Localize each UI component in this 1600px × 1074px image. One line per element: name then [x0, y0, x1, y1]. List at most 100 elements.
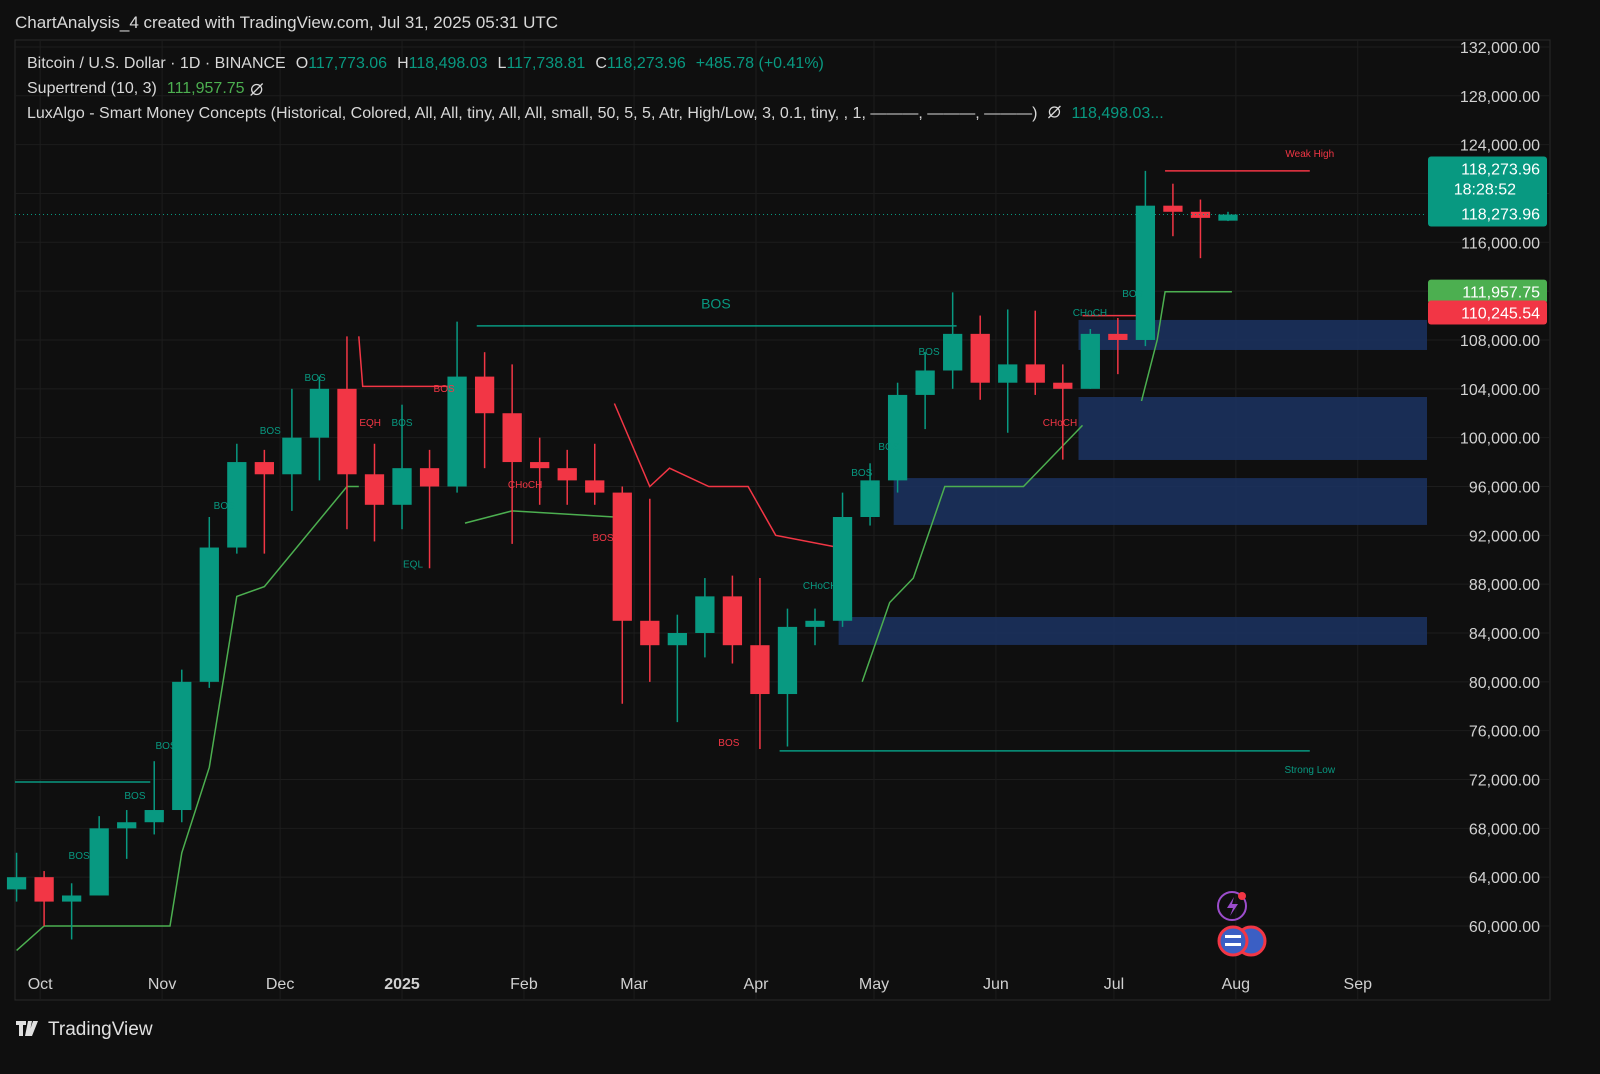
y-tick-label: 64,000.00: [1469, 870, 1540, 887]
supertrend-line: [1140, 290, 1232, 402]
price-tag-label: 111,957.75: [1462, 285, 1540, 302]
y-tick-label: 92,000.00: [1469, 528, 1540, 545]
candle-body: [887, 394, 908, 481]
order-block: [1078, 396, 1427, 460]
legend-ohlc: Bitcoin / U.S. Dollar · 1D · BINANCE O 117…: [27, 55, 824, 72]
order-block: [893, 478, 1427, 525]
legend-supertrend: Supertrend (10, 3) 111,957.75: [27, 80, 245, 97]
candle-body: [254, 462, 274, 475]
candle-body: [750, 645, 770, 695]
annotation: Strong Low: [1284, 765, 1335, 776]
y-tick-label: 72,000.00: [1469, 773, 1540, 790]
y-tick-label: 84,000.00: [1469, 626, 1540, 643]
ohlc-value: 117,738.81: [506, 55, 585, 72]
brand-name: TradingView: [48, 1019, 153, 1040]
annotation: CHoCH: [803, 581, 837, 592]
annotation: BOS: [592, 533, 613, 544]
annotation: BOS: [434, 384, 455, 395]
candle-body: [915, 370, 935, 395]
candle-body: [832, 517, 853, 621]
annotation: CHoCH: [1073, 308, 1107, 319]
event-flag: [1217, 925, 1249, 957]
candles: [6, 170, 1238, 940]
y-tick-label: 128,000.00: [1460, 89, 1540, 106]
watermark: ChartAnalysis_4 created with TradingView…: [15, 13, 558, 32]
candle-body: [1053, 382, 1073, 389]
y-tick-label: 80,000.00: [1469, 675, 1540, 692]
x-tick-label: Jun: [983, 976, 1009, 993]
ohlc-key: C: [595, 55, 607, 72]
x-tick-label: Aug: [1222, 976, 1250, 993]
annotation: BOS: [1122, 289, 1143, 300]
flag-stripe: [1225, 935, 1241, 938]
candle-body: [337, 388, 357, 475]
annotation: BOS: [69, 851, 90, 862]
candle-body: [117, 822, 137, 829]
flag-stripe: [1225, 943, 1241, 946]
annotation: BOS: [305, 373, 326, 384]
indicator-value: 111,957.75: [167, 80, 245, 97]
legend-title: Bitcoin / U.S. Dollar · 1D · BINANCE: [27, 55, 286, 72]
x-tick-label: Oct: [28, 976, 53, 993]
annotation: BOS: [124, 791, 145, 802]
supertrend-line: [358, 336, 458, 388]
annotation: BOS: [214, 501, 235, 512]
candle-body: [474, 376, 495, 414]
price-tag-label: 110,245.54: [1461, 306, 1540, 323]
annotation: BOS: [260, 426, 281, 437]
candle-body: [392, 468, 412, 505]
candle-body: [943, 333, 963, 371]
candle-body: [309, 388, 330, 438]
candle-body: [585, 480, 605, 493]
candle-body: [612, 492, 632, 621]
annotation: BOS: [851, 468, 872, 479]
visibility-icon: [250, 83, 264, 96]
y-tick-label: 104,000.00: [1460, 382, 1540, 399]
price-tag: [1428, 300, 1547, 325]
candle-body: [89, 828, 109, 896]
x-tick-label: Dec: [266, 976, 294, 993]
candle-body: [172, 681, 192, 811]
candle-body: [1108, 333, 1128, 340]
annotation: BOS: [718, 738, 739, 749]
y-tick-label: 124,000.00: [1460, 138, 1540, 155]
candle-body: [667, 632, 687, 646]
event-icons: [1217, 891, 1267, 957]
visibility-icon: [1047, 105, 1061, 119]
x-tick-label: May: [859, 976, 889, 993]
annotation: BOS: [919, 347, 940, 358]
candle-body: [695, 596, 715, 633]
candle-body: [805, 620, 825, 627]
ohlc-value: 118,273.96: [607, 55, 686, 72]
legend-luxalgo: LuxAlgo - Smart Money Concepts (Historic…: [27, 105, 1164, 122]
candle-body: [970, 333, 990, 383]
y-tick-label: 88,000.00: [1469, 577, 1540, 594]
candle-body: [282, 437, 302, 475]
candle-body: [364, 474, 385, 505]
x-tick-label: 2025: [384, 976, 420, 993]
candle-body: [447, 376, 467, 487]
indicator-name: LuxAlgo - Smart Money Concepts (Historic…: [27, 105, 1037, 122]
candle-body: [777, 626, 798, 695]
ohlc-key: O: [296, 55, 308, 72]
x-tick-label: Jul: [1104, 976, 1124, 993]
y-tick-label: 116,000.00: [1461, 235, 1540, 252]
candle-body: [1218, 214, 1238, 221]
annotation: BOS: [878, 442, 899, 453]
supertrend-line: [861, 424, 1084, 683]
candle-body: [144, 810, 164, 823]
candle-body: [227, 462, 247, 548]
supertrend-line: [613, 403, 839, 549]
y-tick-label: 68,000.00: [1469, 821, 1540, 838]
y-tick-label: 100,000.00: [1460, 431, 1540, 448]
lines: [15, 170, 1310, 951]
candle-body: [502, 413, 522, 463]
order-block: [1078, 319, 1427, 350]
candle-body: [419, 468, 440, 487]
annotation: EQH: [359, 418, 381, 429]
visibility-icon: [251, 83, 263, 96]
supertrend-line: [16, 485, 359, 951]
candle-body: [6, 877, 27, 890]
candle-body: [62, 895, 82, 902]
